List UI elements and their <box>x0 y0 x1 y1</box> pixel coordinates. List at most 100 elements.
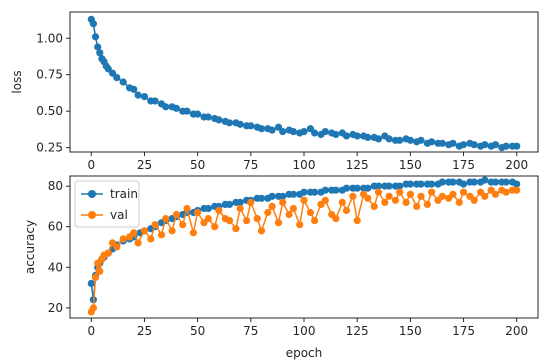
accuracy-series-val-point <box>364 194 372 202</box>
loss-series-0-point <box>194 110 202 118</box>
accuracy-series-val-point <box>402 198 410 206</box>
accuracy-series-val-point <box>168 227 176 235</box>
accuracy-series-val-point <box>257 227 266 235</box>
accuracy-series-train-point <box>385 182 393 190</box>
loss-x-tick-label: 150 <box>399 158 422 172</box>
legend-val-label: val <box>110 208 128 222</box>
accuracy-series-val-point <box>455 198 463 206</box>
accuracy-series-train-point <box>449 178 457 186</box>
loss-series-0-point <box>502 142 510 150</box>
accuracy-series-val-point <box>338 198 346 206</box>
accuracy-series-val-point <box>151 221 159 229</box>
accuracy-series-val-point <box>289 204 297 213</box>
loss-x-tick-label: 200 <box>505 158 528 172</box>
accuracy-series-val-point <box>428 188 436 196</box>
loss-y-axis-label: loss <box>10 70 24 93</box>
accuracy-series-val-point <box>285 210 293 219</box>
loss-series-0-point <box>491 141 500 149</box>
accuracy-series-val-point <box>194 208 202 217</box>
loss-series-0-point <box>134 91 142 99</box>
accuracy-series-val-point <box>253 215 261 223</box>
loss-series-0-point <box>113 74 121 82</box>
loss-series-0-point <box>183 107 191 115</box>
loss-series-0-point <box>289 128 297 136</box>
accuracy-series-val-point <box>438 192 446 200</box>
accuracy-series-val-point <box>413 202 421 210</box>
loss-chart: 0 25 50 75 100 125 150 175 200 0.250.500.751.00 … <box>10 11 539 172</box>
accuracy-series-train-point <box>481 176 489 184</box>
accuracy-series-val-point <box>91 273 100 281</box>
loss-series-0-point <box>470 141 478 149</box>
accuracy-x-tick-label: 150 <box>399 324 422 338</box>
loss-series-0-point <box>449 139 457 147</box>
legend: train val <box>74 180 140 228</box>
accuracy-series-val-point <box>300 196 308 204</box>
accuracy-series-val-point <box>481 192 489 200</box>
accuracy-series-train-point <box>87 279 95 288</box>
accuracy-series-val-point <box>417 192 425 200</box>
accuracy-series-val-point <box>423 200 431 208</box>
loss-x-ticks: 0 25 50 75 100 125 150 175 200 <box>87 152 528 172</box>
accuracy-series-train-point <box>342 184 351 192</box>
loss-x-tick-label: 175 <box>452 158 475 172</box>
accuracy-series-val-point <box>274 219 283 227</box>
accuracy-series-val-point <box>459 188 468 196</box>
loss-series-0-point <box>406 136 414 144</box>
accuracy-series-layer <box>87 176 521 316</box>
loss-x-tick-label: 100 <box>293 158 316 172</box>
loss-series-0-point <box>385 135 393 143</box>
loss-series-0-point <box>481 141 489 149</box>
loss-series-0-point <box>364 133 372 141</box>
accuracy-y-tick-label: 80 <box>48 179 63 193</box>
accuracy-series-val-point <box>183 204 191 213</box>
loss-y-tick-label: 0.75 <box>36 68 63 82</box>
loss-series-0-point <box>130 85 138 93</box>
accuracy-series-val-point <box>306 208 314 217</box>
accuracy-series-val-point <box>104 249 112 257</box>
accuracy-series-val-point <box>130 229 138 237</box>
accuracy-series-val-point <box>113 243 121 251</box>
accuracy-series-val-point <box>396 188 404 196</box>
legend-val-marker <box>88 211 96 219</box>
loss-series-0-point <box>108 69 117 77</box>
accuracy-series-val-point <box>179 221 187 229</box>
accuracy-y-tick-label: 20 <box>48 301 63 315</box>
accuracy-series-train-point <box>204 204 212 213</box>
accuracy-series-train-point <box>470 178 478 186</box>
accuracy-series-train-point <box>406 180 414 188</box>
loss-series-0-point <box>268 126 276 134</box>
accuracy-series-val-point <box>268 202 276 210</box>
legend-train-label: train <box>110 187 138 201</box>
accuracy-series-train-point <box>502 178 510 186</box>
accuracy-series-train-point <box>332 186 340 194</box>
loss-series-0-point <box>374 135 383 143</box>
accuracy-series-val-point <box>353 217 361 225</box>
accuracy-series-train-point <box>225 200 234 208</box>
accuracy-series-val-point <box>96 267 104 275</box>
accuracy-series-val-point <box>513 186 521 194</box>
loss-y-tick-label: 0.25 <box>36 141 63 155</box>
accuracy-series-val-point <box>406 190 414 198</box>
loss-y-tick-label: 1.00 <box>36 31 63 45</box>
accuracy-series-train-point <box>236 198 244 206</box>
accuracy-series-train-point <box>300 188 308 196</box>
loss-series-0-point <box>417 136 425 144</box>
accuracy-x-tick-label: 50 <box>190 324 205 338</box>
loss-series-0-point <box>300 128 308 136</box>
accuracy-x-tick-label: 25 <box>137 324 152 338</box>
accuracy-series-val-point <box>311 217 319 225</box>
loss-series-0-point <box>96 49 104 57</box>
accuracy-series-val-point <box>370 202 378 210</box>
accuracy-series-val-point <box>264 208 272 217</box>
loss-y-tick-label: 0.50 <box>36 104 63 118</box>
loss-series-0-point <box>140 93 149 101</box>
accuracy-series-train-point <box>364 184 372 192</box>
accuracy-series-val-point <box>391 196 400 204</box>
accuracy-x-tick-label: 125 <box>346 324 369 338</box>
accuracy-y-tick-label: 60 <box>48 220 63 234</box>
accuracy-series-train-point <box>279 192 287 200</box>
accuracy-series-val-point <box>140 227 149 235</box>
accuracy-series-val-point <box>491 190 500 198</box>
accuracy-series-val-point <box>232 225 240 233</box>
accuracy-x-tick-label: 0 <box>87 324 95 338</box>
